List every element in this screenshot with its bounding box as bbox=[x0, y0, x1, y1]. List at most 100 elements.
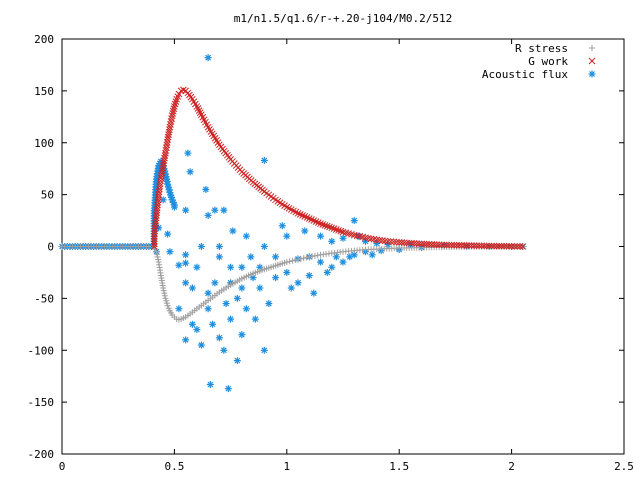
data-point-star bbox=[206, 380, 214, 388]
data-point-cross bbox=[166, 126, 173, 134]
data-point-cross bbox=[156, 180, 164, 187]
data-point-star bbox=[238, 331, 246, 339]
data-point-cross bbox=[465, 242, 473, 249]
legend-label: R stress bbox=[515, 42, 568, 55]
data-point-plus bbox=[309, 253, 316, 260]
data-point-cross bbox=[480, 242, 488, 250]
data-point-cross bbox=[193, 103, 201, 110]
data-point-cross bbox=[299, 212, 306, 219]
data-point-cross bbox=[321, 221, 329, 229]
data-point-plus bbox=[165, 305, 172, 312]
data-point-star bbox=[182, 259, 190, 267]
data-point-cross bbox=[196, 109, 204, 117]
data-point-plus bbox=[300, 255, 307, 262]
data-point-cross bbox=[458, 241, 465, 249]
data-point-star bbox=[186, 168, 194, 176]
data-point-plus bbox=[289, 257, 296, 264]
data-point-star bbox=[224, 385, 232, 393]
data-point-cross bbox=[490, 242, 498, 250]
data-point-cross bbox=[162, 149, 169, 157]
data-point-cross bbox=[373, 236, 381, 244]
data-point-plus bbox=[297, 255, 304, 262]
y-tick-label: 150 bbox=[34, 85, 54, 98]
data-point-star bbox=[204, 289, 212, 297]
data-point-cross bbox=[450, 241, 458, 249]
data-point-star bbox=[193, 263, 201, 271]
data-point-plus bbox=[153, 248, 160, 255]
data-point-star bbox=[251, 315, 259, 323]
data-point-star bbox=[242, 232, 250, 240]
data-point-star bbox=[310, 289, 318, 297]
data-point-star bbox=[229, 227, 237, 235]
data-point-cross bbox=[156, 185, 163, 193]
data-point-star bbox=[188, 320, 196, 328]
data-point-cross bbox=[505, 242, 513, 250]
data-point-cross bbox=[435, 241, 443, 249]
data-point-star bbox=[368, 251, 376, 259]
data-point-star bbox=[211, 206, 219, 214]
data-point-star bbox=[204, 305, 212, 313]
data-point-star bbox=[317, 258, 325, 266]
data-point-cross bbox=[418, 240, 426, 248]
data-point-star bbox=[204, 211, 212, 219]
data-point-cross bbox=[393, 238, 400, 246]
data-point-cross bbox=[330, 225, 338, 233]
data-point-cross bbox=[332, 226, 340, 233]
data-point-plus bbox=[160, 287, 167, 294]
data-point-plus bbox=[161, 292, 168, 299]
data-point-star bbox=[301, 227, 309, 235]
data-point-cross bbox=[194, 105, 202, 112]
data-point-cross bbox=[387, 238, 395, 245]
data-point-plus bbox=[283, 259, 290, 266]
data-point-star bbox=[265, 300, 273, 308]
x-tick-label: 2.5 bbox=[614, 460, 634, 473]
series-layer bbox=[58, 54, 527, 393]
y-tick-label: -50 bbox=[34, 292, 54, 305]
data-point-plus bbox=[292, 257, 299, 264]
data-point-star bbox=[272, 253, 280, 261]
data-point-star bbox=[283, 232, 291, 240]
data-point-star bbox=[182, 279, 190, 287]
data-point-star bbox=[233, 294, 241, 302]
data-point-cross bbox=[314, 219, 322, 226]
data-point-cross bbox=[162, 144, 170, 152]
x-tick-label: 2 bbox=[508, 460, 515, 473]
data-point-plus bbox=[160, 285, 167, 291]
data-point-star bbox=[238, 263, 246, 271]
data-point-star bbox=[220, 206, 228, 214]
data-point-cross bbox=[519, 243, 527, 250]
data-point-star bbox=[188, 284, 196, 292]
data-point-plus bbox=[303, 254, 310, 261]
data-point-star bbox=[332, 253, 340, 261]
data-point-star bbox=[204, 54, 212, 62]
data-point-star bbox=[328, 237, 336, 245]
data-point-cross bbox=[150, 235, 158, 243]
data-point-cross bbox=[420, 240, 428, 248]
data-point-star bbox=[175, 261, 183, 269]
data-point-star bbox=[256, 263, 264, 271]
data-point-cross bbox=[483, 242, 490, 250]
data-point-cross bbox=[495, 242, 503, 250]
data-point-cross bbox=[156, 182, 164, 190]
data-point-cross bbox=[455, 241, 463, 249]
data-point-cross bbox=[157, 177, 164, 185]
data-point-star bbox=[175, 305, 183, 313]
data-point-star bbox=[215, 243, 223, 250]
data-point-cross bbox=[475, 242, 483, 250]
data-point-cross bbox=[430, 241, 438, 248]
data-point-star bbox=[182, 336, 190, 344]
data-point-cross bbox=[301, 213, 309, 220]
data-point-star bbox=[328, 263, 336, 271]
data-point-star bbox=[233, 357, 241, 365]
data-point-cross bbox=[468, 242, 475, 249]
data-point-star bbox=[182, 251, 190, 259]
data-point-plus bbox=[155, 256, 162, 263]
x-tick-label: 0.5 bbox=[164, 460, 184, 473]
data-point-cross bbox=[155, 191, 163, 198]
data-point-plus bbox=[306, 253, 313, 260]
data-point-cross bbox=[511, 242, 518, 250]
data-point-cross bbox=[500, 242, 508, 250]
